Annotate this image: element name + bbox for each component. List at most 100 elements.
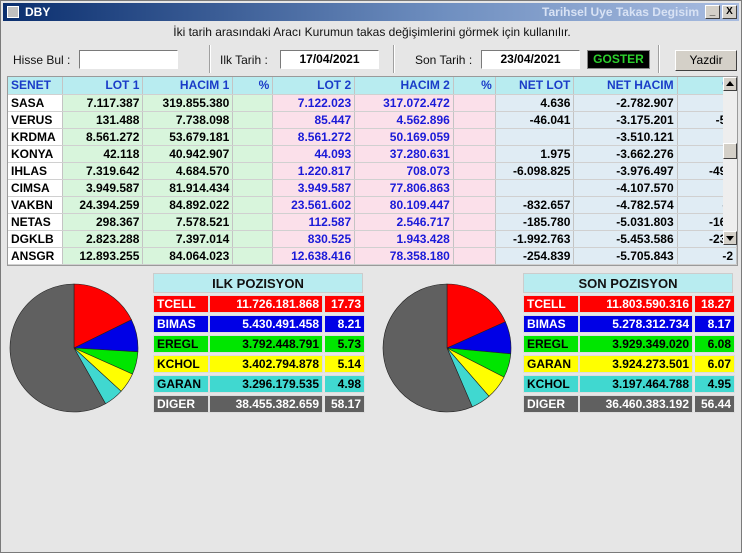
table-row[interactable]: KONYA 42.118 40.942.907 44.093 37.280.631 1.9…	[8, 145, 737, 163]
position-name: KCHOL	[523, 375, 579, 393]
col-header-lot2[interactable]: LOT 2	[272, 77, 356, 95]
cell-hacim2: 2.546.717	[354, 213, 454, 231]
cell-hacim1: 4.684.570	[142, 162, 234, 180]
col-header-hacim2[interactable]: HACIM 2	[354, 77, 454, 95]
scroll-up-icon[interactable]	[723, 77, 737, 91]
cell-net-hacim: -3.662.276	[573, 145, 678, 163]
position-pct: 58.17	[323, 395, 365, 413]
son-pozisyon-title: SON POZISYON	[523, 273, 733, 293]
scroll-thumb[interactable]	[723, 143, 737, 159]
cell-pct3	[677, 179, 737, 197]
cell-pct1	[232, 196, 274, 214]
total-cell	[573, 264, 678, 265]
col-header-pct2[interactable]: %	[453, 77, 496, 95]
search-input[interactable]	[79, 50, 178, 69]
cell-lot2: 12.638.416	[272, 247, 356, 265]
close-button[interactable]: X	[722, 5, 737, 19]
position-pct: 5.73	[323, 335, 365, 353]
cell-senet: ANSGR	[8, 247, 64, 265]
col-header-senet[interactable]: SENET	[8, 77, 64, 95]
son-pozisyon-table: TCELL 11.803.590.316 18.27 BIMAS 5.278.312.7…	[523, 293, 735, 415]
position-pct: 4.95	[693, 375, 735, 393]
info-text: İki tarih arasındaki Aracı Kurumun takas…	[173, 25, 571, 39]
table-row[interactable]: NETAS 298.367 7.578.521 112.587 2.546.717 -18…	[8, 213, 737, 231]
goster-button[interactable]: GOSTER	[587, 50, 650, 69]
position-row: KCHOL 3.402.794.878 5.14	[153, 355, 365, 373]
position-value: 3.792.448.791	[209, 335, 323, 353]
cell-hacim2: 37.280.631	[354, 145, 454, 163]
cell-hacim1: 84.064.023	[142, 247, 234, 265]
cell-lot2: 7.122.023	[272, 94, 356, 112]
position-value: 3.296.179.535	[209, 375, 323, 393]
divider	[658, 45, 660, 73]
cell-pct2	[453, 94, 496, 112]
cell-lot1: 7.319.642	[62, 162, 144, 180]
col-header-net-hacim[interactable]: NET HACIM	[573, 77, 678, 95]
table-row[interactable]: KRDMA 8.561.272 53.679.181 8.561.272 50.169.…	[8, 128, 737, 146]
cell-net-hacim: -2.782.907	[573, 94, 678, 112]
cell-pct1	[232, 128, 274, 146]
cell-lot1: 3.949.587	[62, 179, 144, 197]
minimize-button[interactable]: _	[705, 5, 720, 19]
table-row[interactable]: IHLAS 7.319.642 4.684.570 1.220.817 708.073 -…	[8, 162, 737, 180]
position-name: EREGL	[153, 335, 209, 353]
takas-grid[interactable]: SENET LOT 1 HACIM 1 % LOT 2 HACIM 2 % NE…	[7, 76, 738, 266]
grid-scrollbar[interactable]	[723, 77, 737, 245]
cell-net-lot: -185.780	[495, 213, 575, 231]
cell-lot1: 131.488	[62, 111, 144, 129]
cell-hacim1: 7.578.521	[142, 213, 234, 231]
table-row[interactable]: DGKLB 2.823.288 7.397.014 830.525 1.943.428 -…	[8, 230, 737, 248]
cell-pct1	[232, 111, 274, 129]
cell-lot1: 12.893.255	[62, 247, 144, 265]
position-pct: 56.44	[693, 395, 735, 413]
table-row[interactable]: CIMSA 3.949.587 81.914.434 3.949.587 77.806.…	[8, 179, 737, 197]
end-date-field[interactable]: 23/04/2021	[481, 50, 580, 69]
title-bar[interactable]: DBY Tarihsel Uye Takas Degisim _ X	[3, 3, 739, 21]
cell-lot2: 85.447	[272, 111, 356, 129]
cell-lot2: 830.525	[272, 230, 356, 248]
position-row: TCELL 11.803.590.316 18.27	[523, 295, 735, 313]
cell-senet: IHLAS	[8, 162, 64, 180]
cell-hacim2: 317.072.472	[354, 94, 454, 112]
cell-pct1	[232, 145, 274, 163]
position-row: BIMAS 5.430.491.458 8.21	[153, 315, 365, 333]
table-row[interactable]: ANSGR 12.893.255 84.064.023 12.638.416 78.35…	[8, 247, 737, 265]
position-name: TCELL	[153, 295, 209, 313]
position-row: TCELL 11.726.181.868 17.73	[153, 295, 365, 313]
divider	[209, 45, 211, 73]
cell-net-lot: 4.636	[495, 94, 575, 112]
position-pct: 4.98	[323, 375, 365, 393]
position-pct: 6.08	[693, 335, 735, 353]
cell-pct2	[453, 179, 496, 197]
cell-lot2: 1.220.817	[272, 162, 356, 180]
col-header-pct1[interactable]: %	[232, 77, 274, 95]
cell-net-lot: -46.041	[495, 111, 575, 129]
start-date-field[interactable]: 17/04/2021	[280, 50, 379, 69]
cell-pct2	[453, 196, 496, 214]
table-row[interactable]: SASA 7.117.387 319.855.380 7.122.023 317.072…	[8, 94, 737, 112]
cell-hacim2: 50.169.059	[354, 128, 454, 146]
cell-senet: DGKLB	[8, 230, 64, 248]
col-header-lot1[interactable]: LOT 1	[62, 77, 144, 95]
col-header-hacim1[interactable]: HACIM 1	[142, 77, 234, 95]
cell-pct3	[677, 128, 737, 146]
col-header-net-lot[interactable]: NET LOT	[495, 77, 575, 95]
cell-pct2	[453, 162, 496, 180]
cell-pct1	[232, 162, 274, 180]
cell-senet: VAKBN	[8, 196, 64, 214]
scroll-down-icon[interactable]	[723, 231, 737, 245]
position-pct: 8.21	[323, 315, 365, 333]
cell-senet: KRDMA	[8, 128, 64, 146]
position-row: EREGL 3.792.448.791 5.73	[153, 335, 365, 353]
table-row[interactable]: VAKBN 24.394.259 84.892.022 23.561.602 80.10…	[8, 196, 737, 214]
table-row[interactable]: VERUS 131.488 7.738.098 85.447 4.562.896 -46.…	[8, 111, 737, 129]
pie-slice-diger	[9, 283, 106, 413]
yazdir-button[interactable]: Yazdir	[675, 50, 737, 71]
cell-hacim2: 1.943.428	[354, 230, 454, 248]
position-value: 3.924.273.501	[579, 355, 693, 373]
position-value: 38.455.382.659	[209, 395, 323, 413]
cell-lot1: 7.117.387	[62, 94, 144, 112]
position-row: BIMAS 5.278.312.734 8.17	[523, 315, 735, 333]
total-cell: 100,00	[232, 264, 273, 265]
